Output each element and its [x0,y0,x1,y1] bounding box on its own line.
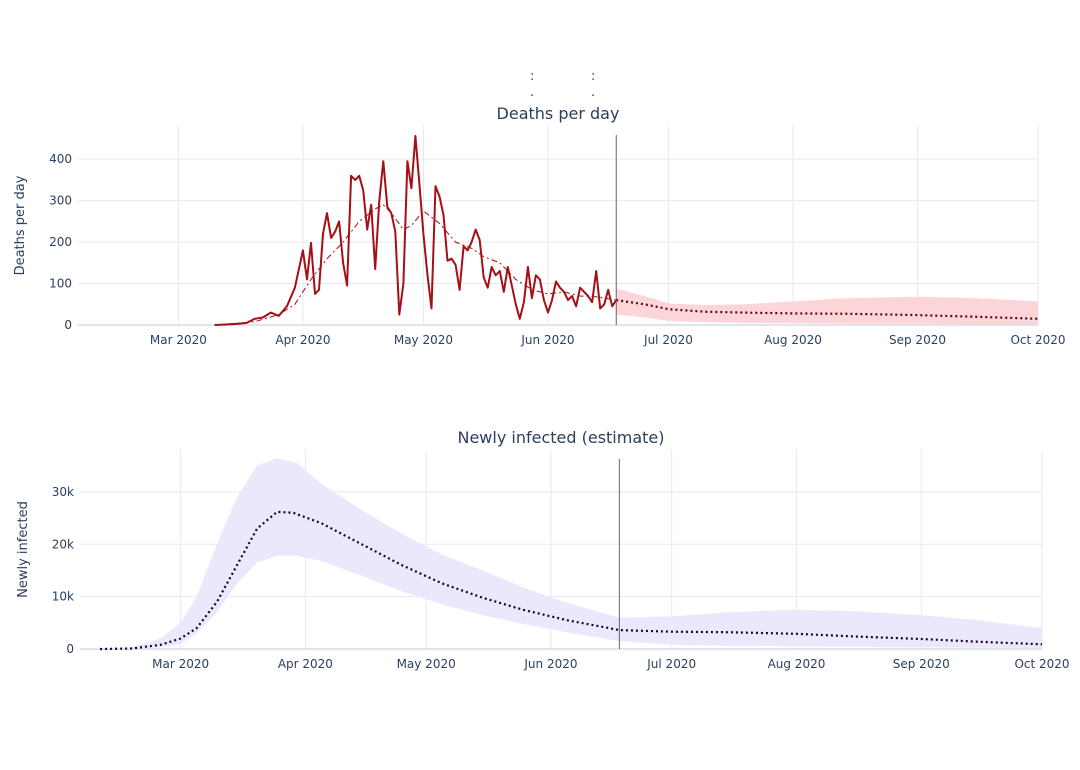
chart-title: Deaths per day [497,104,620,123]
x-tick-label: Apr 2020 [278,657,333,671]
y-tick-label: 100 [49,277,72,291]
infected-ticks-layer: Mar 2020 Apr 2020 May 2020 Jun 2020 Jul 2020… [52,485,1070,671]
x-tick-label: Aug 2020 [764,333,822,347]
series-line-average [214,204,617,326]
x-tick-label: May 2020 [397,657,456,671]
dotted-mark: : [530,69,534,84]
series-line-observed [214,135,618,326]
x-tick-label: Mar 2020 [152,657,209,671]
y-axis-title: Newly infected [16,501,31,598]
x-tick-label: May 2020 [394,333,453,347]
x-tick-label: Jul 2020 [643,333,693,347]
dotted-mark: . [530,85,534,100]
x-tick-label: Jun 2020 [523,657,577,671]
x-tick-label: Oct 2020 [1014,657,1069,671]
dotted-mark: . [591,85,595,100]
y-tick-label: 300 [49,194,72,208]
y-axis-title: Deaths per day [13,175,28,275]
deaths-ticks-layer: Mar 2020 Apr 2020 May 2020 Jun 2020 Jul 2020… [49,152,1065,347]
y-tick-label: 10k [52,590,74,604]
dotted-mark: : [591,69,595,84]
deaths-chart: Mar 2020 Apr 2020 May 2020 Jun 2020 Jul 2020… [13,104,1066,347]
y-tick-label: 400 [49,152,72,166]
x-tick-label: Jun 2020 [520,333,574,347]
x-tick-label: Aug 2020 [768,657,826,671]
x-tick-label: Jul 2020 [646,657,696,671]
series-line-projection [100,510,1043,651]
x-tick-label: Mar 2020 [150,333,207,347]
uncertainty-band [100,457,1043,649]
x-tick-label: Sep 2020 [893,657,950,671]
chart-title: Newly infected (estimate) [457,428,664,447]
deaths-band-layer [616,288,1038,325]
uncertainty-band [616,288,1038,325]
x-tick-label: Oct 2020 [1010,333,1065,347]
infected-lines-layer [100,510,1043,651]
series-line-projection [616,299,1039,320]
infected-band-layer [100,457,1043,649]
deaths-grid [78,126,1039,326]
deaths-lines-layer [214,135,1039,326]
x-tick-label: Sep 2020 [889,333,946,347]
y-tick-label: 30k [52,485,74,499]
y-tick-label: 20k [52,537,74,551]
infected-chart: Mar 2020 Apr 2020 May 2020 Jun 2020 Jul 2020… [16,428,1070,671]
y-tick-label: 0 [66,642,74,656]
y-tick-label: 200 [49,235,72,249]
x-tick-label: Apr 2020 [275,333,330,347]
y-tick-label: 0 [64,318,72,332]
